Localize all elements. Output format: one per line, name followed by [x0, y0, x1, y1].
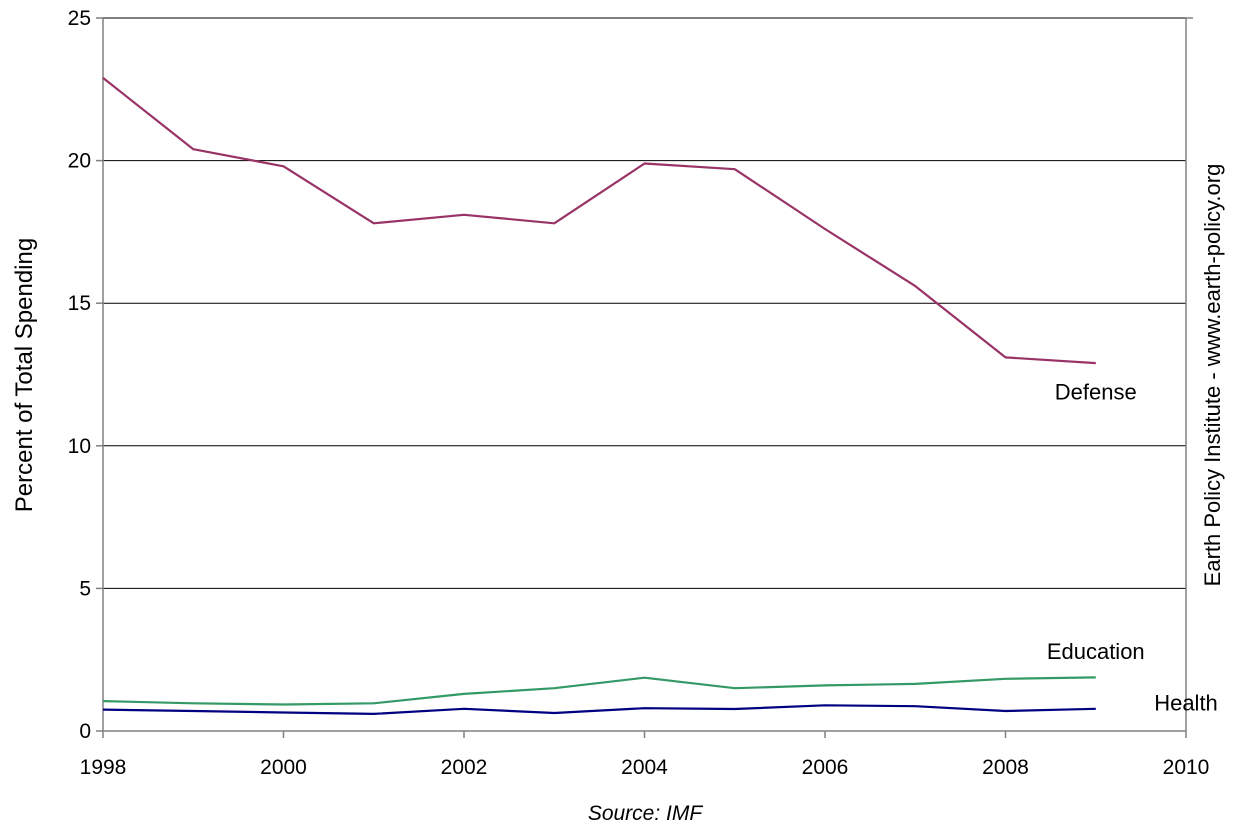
x-tick-label-2004: 2004 — [621, 756, 668, 779]
axes: 0 5 10 15 20 25 1998 2000 2002 2004 2006 2008 2010 — [68, 7, 1210, 779]
series-line-defense — [102, 77, 1096, 365]
y-tick-label-5: 5 — [79, 577, 91, 600]
source-note: Source: IMF — [588, 802, 704, 825]
series-label-health: Health — [1154, 690, 1218, 715]
y-axis-title: Percent of Total Spending — [11, 238, 38, 512]
series-label-education: Education — [1047, 639, 1145, 664]
x-tick-label-2008: 2008 — [982, 756, 1029, 779]
gridlines — [103, 17, 1186, 589]
x-tick-label-2010: 2010 — [1163, 756, 1210, 779]
series-line-health — [102, 704, 1096, 716]
x-tick-label-2002: 2002 — [441, 756, 488, 779]
y-tick-label-15: 15 — [68, 292, 91, 315]
x-tick-label-1998: 1998 — [80, 756, 127, 779]
y-tick-label-20: 20 — [68, 150, 91, 173]
series-lines — [102, 77, 1096, 716]
series-label-defense: Defense — [1055, 380, 1137, 405]
y-tick-label-0: 0 — [79, 720, 91, 743]
x-tick-label-2006: 2006 — [802, 756, 849, 779]
y-tick-label-10: 10 — [68, 435, 91, 458]
x-tick-label-2000: 2000 — [260, 756, 307, 779]
labels: Defense Education Health — [1047, 380, 1218, 716]
credit-text: Earth Policy Institute - www.earth-polic… — [1200, 164, 1225, 587]
y-tick-label-25: 25 — [68, 7, 91, 30]
series-line-education — [102, 676, 1096, 706]
